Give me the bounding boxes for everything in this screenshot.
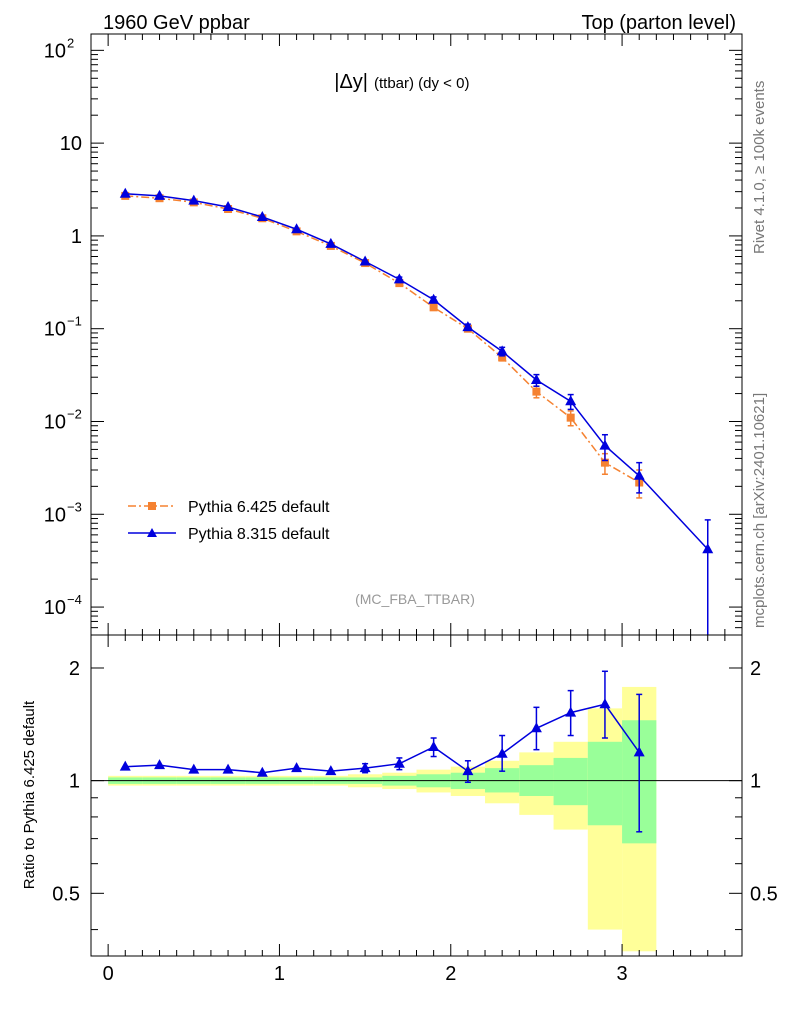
data-point-pythia8 [325,237,337,248]
main-y-tick-label: 10 [60,133,82,155]
ratio-data-point [291,762,303,773]
data-point-pythia8 [119,187,131,198]
data-point-pythia8 [428,293,440,304]
ratio-x-tick-label: 0 [103,963,114,985]
ratio-y-axis-label: Ratio to Pythia 6.425 default [21,700,38,889]
ratio-uncertainty-bands [108,686,657,952]
ratio-data-point [119,760,131,771]
mcplots-label: mcplots.cern.ch [arXiv:2401.10621] [751,393,768,628]
ratio-data-point [428,741,440,752]
ratio-x-axis-ticks: 0 1 2 3 [103,635,726,985]
ratio-data-point [633,746,645,757]
main-y-tick-label: 10 [44,319,66,341]
ratio-data-point [462,765,474,776]
ratio-data-point [393,757,405,768]
main-plot-panel: |Δy| (ttbar) (dy < 0) (MC_FBA_TTBAR) 10 2… [44,33,743,636]
ratio-data-point [154,759,166,770]
plot-title-sub: (ttbar) (dy < 0) [374,75,469,92]
rivet-label: Rivet 4.1.0, ≥ 100k events [751,81,768,254]
data-point-pythia8 [222,200,234,211]
ratio-data-point [325,765,337,776]
ratio-y-tick-label-left: 2 [69,658,80,680]
ratio-series-layer [119,670,645,833]
ratio-data-point [496,747,508,758]
ratio-x-tick-label: 3 [617,963,628,985]
ratio-y-tick-label-right: 0.5 [750,883,778,905]
main-y-tick-exponent: −1 [67,314,82,329]
ratio-band-green [587,741,623,826]
main-series-layer [119,187,714,635]
header-left-title: 1960 GeV ppbar [103,12,250,34]
data-point-pythia8 [530,374,542,385]
data-point-pythia8 [565,395,577,406]
data-point-pythia8 [633,469,645,480]
main-y-tick-label: 10 [44,597,66,619]
ratio-data-point [256,766,268,777]
data-point-pythia8 [462,321,474,332]
ratio-x-tick-label: 2 [445,963,456,985]
data-point-pythia8 [702,543,714,554]
main-plot-frame [90,33,743,636]
ratio-data-point [530,722,542,733]
series-line-pythia8 [125,192,709,550]
main-y-tick-label: 10 [44,504,66,526]
ratio-plot-panel: 2 2 1 1 0.5 0.5 0 1 2 3 Ratio to Pythia 6.425 de… [21,634,778,985]
plot-title-main: |Δy| [334,71,368,93]
main-y-tick-exponent: −2 [67,406,82,421]
ratio-data-point [188,763,200,774]
legend-marker-pythia6 [148,502,156,510]
data-point-pythia8 [599,439,611,450]
legend-entry-pythia6: Pythia 6.425 default [128,499,330,516]
legend-marker-pythia8 [147,528,157,537]
ratio-data-point [599,698,611,709]
ratio-y-tick-label-left: 0.5 [52,883,80,905]
main-y-tick-label: 1 [71,226,82,248]
data-point-pythia8 [188,194,200,205]
data-point-pythia8 [291,223,303,234]
ratio-y-tick-label-right: 2 [750,658,761,680]
data-point-pythia6 [600,458,609,467]
data-point-pythia8 [496,345,508,356]
ratio-series-line [125,703,640,774]
legend: Pythia 6.425 default Pythia 8.315 defaul… [128,499,330,543]
ratio-y-tick-label-left: 1 [69,771,80,793]
header-right-title: Top (parton level) [581,12,736,34]
data-point-pythia6 [429,303,438,312]
data-point-pythia8 [393,273,405,284]
analysis-watermark: (MC_FBA_TTBAR) [355,591,475,607]
main-y-tick-label: 10 [44,40,66,62]
legend-label-pythia6: Pythia 6.425 default [188,499,330,516]
data-point-pythia8 [154,189,166,200]
ratio-data-point [565,706,577,717]
main-y-tick-exponent: 2 [67,35,74,50]
ratio-band-green [553,757,588,806]
ratio-x-tick-label: 1 [274,963,285,985]
legend-label-pythia8: Pythia 8.315 default [188,526,330,543]
series-line-pythia6 [125,195,640,484]
ratio-y-axis-ticks: 2 2 1 1 0.5 0.5 [52,658,778,931]
data-point-pythia6 [532,387,541,396]
main-y-tick-exponent: −3 [67,499,82,514]
ratio-plot-frame [90,634,743,957]
data-point-pythia6 [498,353,507,362]
ratio-data-point [222,763,234,774]
data-point-pythia8 [359,255,371,266]
main-y-tick-label: 10 [44,411,66,433]
data-point-pythia8 [256,210,268,221]
ratio-y-tick-label-right: 1 [750,771,761,793]
legend-entry-pythia8: Pythia 8.315 default [128,526,330,543]
main-y-tick-exponent: −4 [67,592,82,607]
ratio-data-point [359,762,371,773]
data-point-pythia6 [566,413,575,422]
